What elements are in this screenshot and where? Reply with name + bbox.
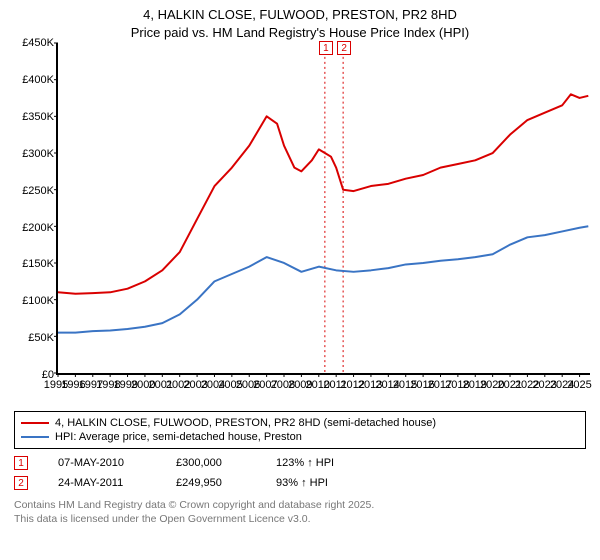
y-tick-label: £450K xyxy=(22,37,54,49)
sale-date: 07-MAY-2010 xyxy=(58,457,146,469)
y-tick-label: £350K xyxy=(22,111,54,123)
legend-row: HPI: Average price, semi-detached house,… xyxy=(21,430,579,444)
title-block: 4, HALKIN CLOSE, FULWOOD, PRESTON, PR2 8… xyxy=(0,0,600,43)
title-address: 4, HALKIN CLOSE, FULWOOD, PRESTON, PR2 8… xyxy=(0,6,600,24)
sale-row: 1 07-MAY-2010 £300,000 123% ↑ HPI xyxy=(14,453,586,473)
sale-hpi: 123% ↑ HPI xyxy=(276,457,366,469)
chart-area: £0£50K£100K£150K£200K£250K£300K£350K£400… xyxy=(10,43,590,403)
chart-container: 4, HALKIN CLOSE, FULWOOD, PRESTON, PR2 8… xyxy=(0,0,600,560)
y-tick-label: £100K xyxy=(22,295,54,307)
footer: Contains HM Land Registry data © Crown c… xyxy=(14,499,586,526)
footer-line1: Contains HM Land Registry data © Crown c… xyxy=(14,499,586,513)
sale-marker-box: 1 xyxy=(14,456,28,470)
sale-marker-1: 1 xyxy=(319,41,333,55)
legend-swatch xyxy=(21,436,49,438)
sale-price: £249,950 xyxy=(176,477,246,489)
sales-table: 1 07-MAY-2010 £300,000 123% ↑ HPI 2 24-MAY-20… xyxy=(14,453,586,493)
legend-label: HPI: Average price, semi-detached house,… xyxy=(55,431,302,443)
x-tick-label: 2025 xyxy=(567,379,591,391)
plot-area: 12 xyxy=(56,43,590,375)
sale-row: 2 24-MAY-2011 £249,950 93% ↑ HPI xyxy=(14,473,586,493)
y-tick-label: £50K xyxy=(28,332,54,344)
y-tick-label: £250K xyxy=(22,185,54,197)
y-tick-label: £300K xyxy=(22,148,54,160)
sale-marker-box: 2 xyxy=(14,476,28,490)
legend-label: 4, HALKIN CLOSE, FULWOOD, PRESTON, PR2 8… xyxy=(55,417,436,429)
footer-line2: This data is licensed under the Open Gov… xyxy=(14,513,586,527)
legend-swatch xyxy=(21,422,49,424)
legend: 4, HALKIN CLOSE, FULWOOD, PRESTON, PR2 8… xyxy=(14,411,586,449)
marker-layer: 12 xyxy=(58,43,590,373)
sale-date: 24-MAY-2011 xyxy=(58,477,146,489)
sale-hpi: 93% ↑ HPI xyxy=(276,477,366,489)
y-tick-label: £150K xyxy=(22,258,54,270)
y-tick-label: £200K xyxy=(22,222,54,234)
y-tick-label: £400K xyxy=(22,74,54,86)
y-axis-labels: £0£50K£100K£150K£200K£250K£300K£350K£400… xyxy=(10,43,56,375)
legend-row: 4, HALKIN CLOSE, FULWOOD, PRESTON, PR2 8… xyxy=(21,416,579,430)
sale-price: £300,000 xyxy=(176,457,246,469)
title-subtitle: Price paid vs. HM Land Registry's House … xyxy=(0,24,600,42)
sale-marker-2: 2 xyxy=(337,41,351,55)
x-axis-labels: 1995199619971998199920002001200220032004… xyxy=(56,377,590,403)
